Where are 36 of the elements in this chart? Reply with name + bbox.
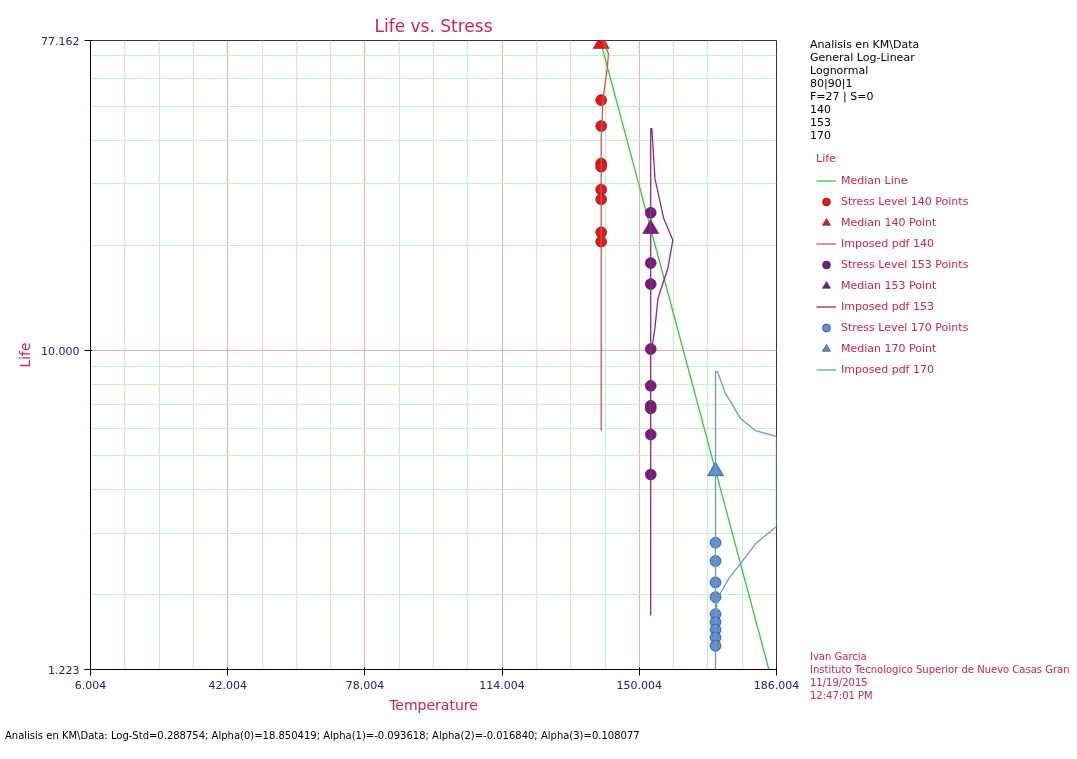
text: 170 (810, 129, 831, 142)
text: 11/19/2015 (810, 676, 868, 689)
text: 140 (810, 103, 831, 116)
y-tick-label: 77.162 (41, 34, 80, 48)
legend-title: Life (816, 152, 837, 165)
legend-label: Median Line (841, 173, 908, 189)
y-axis-title: Life (17, 342, 34, 368)
text: 153 (810, 116, 831, 129)
text: Analisis en KM\Data: Log-Std=0.288754; Alpha(0)=18.850419; Alpha(1)=-0.093618; Alpha(2)=-0.016840; Alpha(3)=0.108077 (5, 729, 640, 743)
x-tick-label: 42.004 (208, 678, 247, 692)
text: Analisis en KM\Data (810, 38, 920, 51)
legend-label: Median 153 Point (841, 278, 937, 294)
legend-label: Median 140 Point (841, 215, 937, 231)
legend-label: Stress Level 153 Points (841, 257, 969, 273)
text: General Log-Linear (810, 51, 915, 64)
legend-label: Imposed pdf 153 (841, 299, 934, 315)
x-axis-title: Temperature (388, 696, 478, 713)
legend-label: Stress Level 140 Points (841, 194, 969, 210)
legend-label: Stress Level 170 Points (841, 320, 969, 336)
legend-label: Imposed pdf 170 (841, 362, 934, 378)
text: Instituto Tecnologico Superior de Nuevo Casas Gran (810, 663, 1070, 676)
legend-label: Imposed pdf 140 (841, 236, 934, 252)
x-tick-label: 78.004 (345, 678, 385, 692)
text: Lognormal (810, 64, 869, 77)
chart-title: Life vs. Stress (374, 15, 493, 36)
y-tick-label: 10.000 (41, 344, 80, 358)
x-tick-label: 150.004 (616, 678, 663, 692)
x-tick-label: 114.004 (479, 678, 525, 692)
x-tick-label: 186.004 (753, 678, 800, 692)
text: Ivan Garcia (810, 650, 867, 663)
y-tick-label: 1.223 (48, 663, 80, 677)
text: 12:47:01 PM (810, 689, 873, 702)
text: F=27 | S=0 (810, 90, 874, 103)
x-tick-label: 6.004 (74, 678, 107, 692)
legend-label: Median 170 Point (841, 341, 937, 357)
text: 80|90|1 (810, 77, 853, 90)
